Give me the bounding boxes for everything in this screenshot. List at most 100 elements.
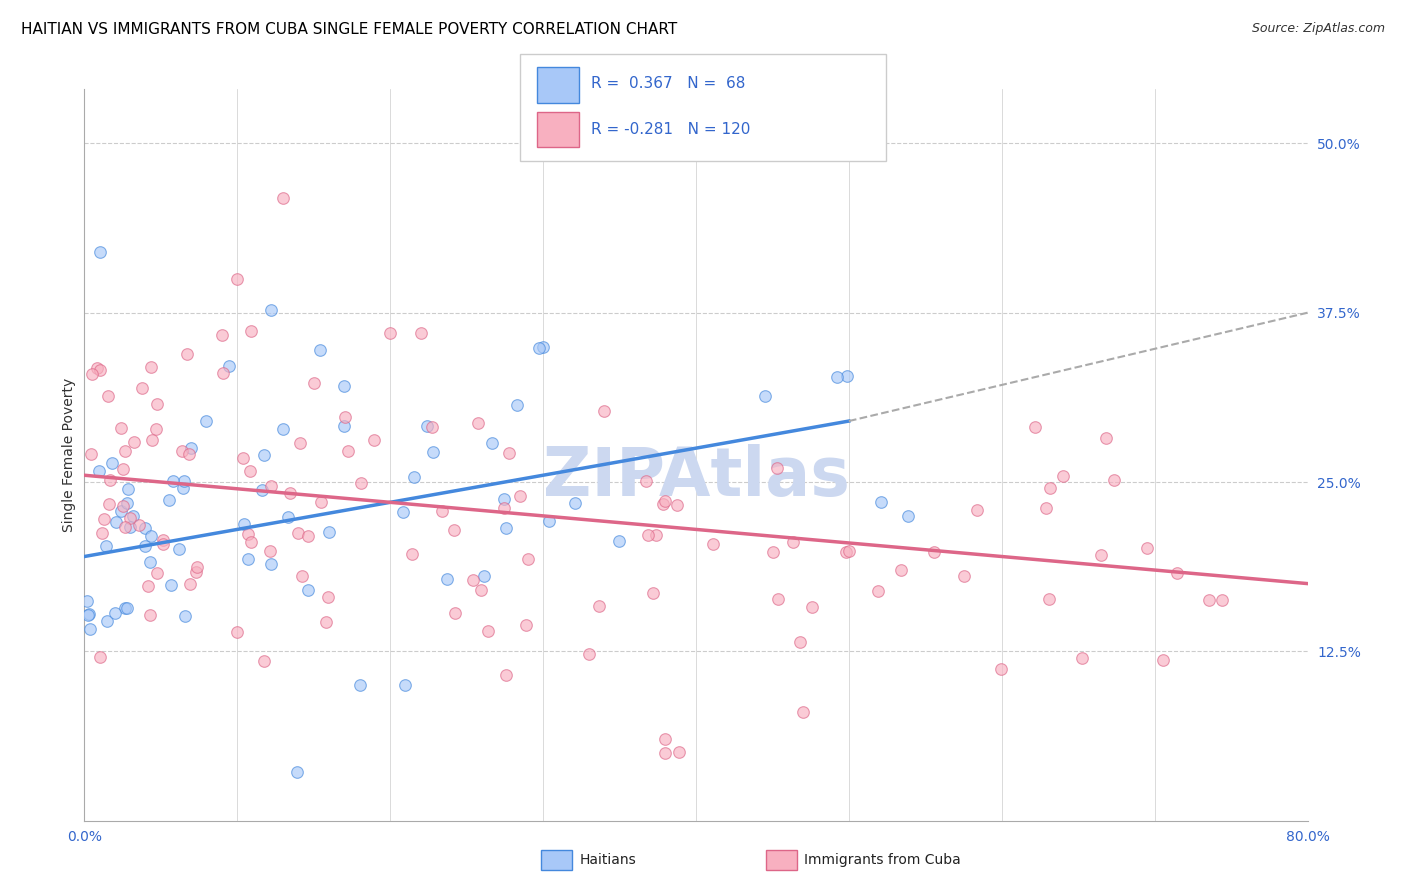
Point bbox=[89, 363, 111, 377]
Point bbox=[835, 545, 858, 559]
Text: Immigrants from Cuba: Immigrants from Cuba bbox=[804, 853, 960, 867]
Point bbox=[212, 366, 235, 380]
Point bbox=[494, 500, 516, 515]
Point bbox=[240, 535, 263, 549]
Point bbox=[1090, 548, 1112, 562]
Point bbox=[309, 343, 332, 357]
Text: Haitians: Haitians bbox=[579, 853, 636, 867]
Point bbox=[122, 508, 145, 523]
Point bbox=[332, 379, 354, 393]
Point bbox=[1024, 419, 1046, 434]
Point bbox=[588, 599, 610, 614]
Point bbox=[93, 512, 115, 526]
Point bbox=[654, 732, 676, 747]
Point bbox=[141, 433, 163, 447]
Point bbox=[218, 359, 240, 374]
Point bbox=[922, 545, 945, 559]
Point bbox=[422, 444, 444, 458]
Point bbox=[506, 398, 529, 412]
Point bbox=[302, 376, 325, 390]
Point bbox=[104, 607, 127, 621]
Point bbox=[782, 534, 804, 549]
Point bbox=[180, 441, 202, 455]
Point bbox=[128, 518, 150, 533]
Point bbox=[173, 474, 195, 488]
Text: ZIPAtlas: ZIPAtlas bbox=[543, 444, 849, 510]
Point bbox=[239, 464, 262, 478]
Point bbox=[645, 528, 668, 542]
Point bbox=[509, 489, 531, 503]
Point bbox=[139, 555, 162, 569]
Point bbox=[277, 509, 299, 524]
Point bbox=[170, 444, 193, 458]
Point bbox=[333, 419, 356, 434]
Point bbox=[702, 536, 724, 550]
Point bbox=[392, 504, 415, 518]
Point bbox=[131, 381, 153, 395]
Y-axis label: Single Female Poverty: Single Female Poverty bbox=[62, 378, 76, 532]
Point bbox=[89, 649, 111, 664]
Point bbox=[837, 368, 859, 383]
Point bbox=[89, 244, 111, 259]
Point bbox=[515, 618, 537, 632]
Point bbox=[79, 622, 101, 636]
Point bbox=[495, 521, 517, 535]
Point bbox=[311, 495, 333, 509]
Point bbox=[498, 446, 520, 460]
Point bbox=[436, 572, 458, 586]
Text: Source: ZipAtlas.com: Source: ZipAtlas.com bbox=[1251, 22, 1385, 36]
Point bbox=[174, 609, 197, 624]
Point bbox=[186, 560, 208, 574]
Point bbox=[990, 662, 1012, 676]
Point bbox=[318, 525, 340, 540]
Point bbox=[77, 607, 100, 622]
Point bbox=[394, 678, 416, 692]
Point bbox=[97, 389, 120, 403]
Point bbox=[141, 359, 163, 374]
Point bbox=[1135, 541, 1157, 555]
Point bbox=[868, 583, 890, 598]
Point bbox=[350, 475, 373, 490]
Point bbox=[529, 341, 551, 355]
Point bbox=[477, 624, 499, 638]
Text: HAITIAN VS IMMIGRANTS FROM CUBA SINGLE FEMALE POVERTY CORRELATION CHART: HAITIAN VS IMMIGRANTS FROM CUBA SINGLE F… bbox=[21, 22, 678, 37]
Point bbox=[291, 569, 314, 583]
Point bbox=[176, 347, 198, 361]
Point bbox=[105, 515, 128, 529]
Point bbox=[194, 415, 217, 429]
Point bbox=[315, 615, 337, 629]
Point bbox=[420, 419, 443, 434]
Point bbox=[114, 444, 136, 458]
Point bbox=[531, 340, 554, 354]
Point bbox=[316, 591, 339, 605]
Point bbox=[120, 511, 142, 525]
Point bbox=[416, 419, 439, 434]
Point bbox=[966, 503, 988, 517]
Point bbox=[1198, 593, 1220, 607]
Point bbox=[76, 594, 98, 608]
Point bbox=[409, 326, 432, 340]
Point bbox=[226, 272, 249, 286]
Point bbox=[402, 469, 425, 483]
Point bbox=[889, 563, 911, 577]
Point bbox=[333, 409, 356, 424]
Point bbox=[112, 499, 135, 513]
Point bbox=[634, 474, 657, 488]
Point bbox=[100, 456, 122, 470]
Point bbox=[82, 367, 104, 381]
Point bbox=[517, 552, 540, 566]
Point bbox=[592, 404, 614, 418]
Point bbox=[98, 497, 121, 511]
Point bbox=[134, 539, 156, 553]
Point bbox=[145, 422, 167, 436]
Point bbox=[754, 389, 776, 403]
Point bbox=[290, 435, 312, 450]
Point bbox=[1039, 481, 1062, 495]
Point bbox=[211, 327, 233, 342]
Point bbox=[481, 435, 503, 450]
Point bbox=[136, 579, 159, 593]
Point bbox=[792, 706, 814, 720]
Point bbox=[838, 543, 860, 558]
Point bbox=[260, 302, 283, 317]
Point bbox=[765, 461, 787, 475]
